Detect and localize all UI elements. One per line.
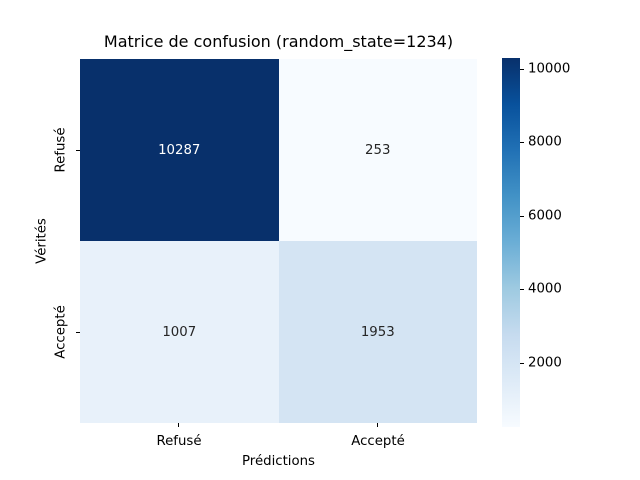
x-tick-mark — [377, 423, 378, 427]
colorbar-tick-label: 6000 — [528, 208, 562, 224]
cell-value: 10287 — [158, 142, 201, 158]
x-tick-label-accepte: Accepté — [351, 434, 405, 449]
x-tick-mark — [178, 423, 179, 427]
x-tick-label-refuse: Refusé — [156, 434, 202, 449]
colorbar-tick-mark — [520, 68, 524, 70]
cell-value: 1007 — [162, 324, 197, 340]
colorbar-tick-mark — [520, 289, 524, 291]
colorbar-tick-label: 4000 — [528, 281, 562, 297]
colorbar-tick-mark — [520, 215, 524, 217]
heatmap-cell-true-accepte-pred-refuse: 1007 — [80, 241, 279, 423]
chart-title: Matrice de confusion (random_state=1234) — [103, 32, 454, 51]
colorbar-tick-mark — [520, 362, 524, 364]
heatmap-cell-true-accepte-pred-accepte: 1953 — [278, 241, 477, 423]
y-tick-mark — [76, 332, 80, 333]
y-tick-mark — [76, 150, 80, 151]
heatmap-cell-true-refuse-pred-accepte: 253 — [278, 59, 477, 241]
colorbar-tick-label: 10000 — [528, 61, 571, 77]
heatmap-cell-true-refuse-pred-refuse: 10287 — [80, 59, 279, 241]
colorbar-tick-label: 2000 — [528, 355, 562, 371]
colorbar-tick-mark — [520, 142, 524, 144]
cell-value: 1953 — [360, 324, 395, 340]
colorbar-tick-label: 8000 — [528, 134, 562, 150]
x-axis-label: Prédictions — [242, 454, 315, 469]
heatmap: 10287 253 1007 1953 — [80, 59, 477, 423]
colorbar-gradient — [502, 58, 520, 427]
cell-value: 253 — [365, 142, 391, 158]
